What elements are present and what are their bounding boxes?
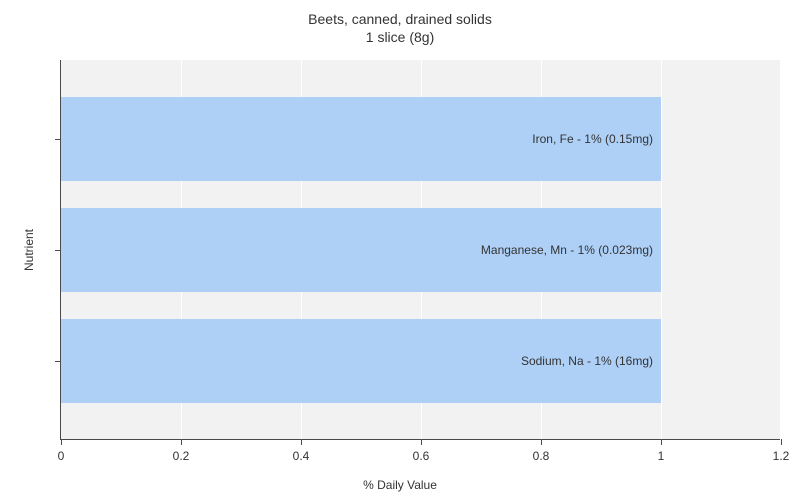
x-tick-label: 0.8 xyxy=(533,449,550,463)
chart-title-line2: 1 slice (8g) xyxy=(366,29,434,45)
x-tick xyxy=(541,439,542,445)
nutrient-bar: Manganese, Mn - 1% (0.023mg) xyxy=(61,208,661,292)
x-axis-label: % Daily Value xyxy=(0,478,800,492)
x-tick xyxy=(61,439,62,445)
x-tick-label: 1.2 xyxy=(773,449,790,463)
nutrient-bar: Iron, Fe - 1% (0.15mg) xyxy=(61,97,661,181)
nutrient-bar-label: Iron, Fe - 1% (0.15mg) xyxy=(532,132,653,146)
x-tick-label: 0.2 xyxy=(173,449,190,463)
nutrient-bar-chart: Beets, canned, drained solids 1 slice (8… xyxy=(0,0,800,500)
chart-title: Beets, canned, drained solids 1 slice (8… xyxy=(0,10,800,46)
nutrient-bar-label: Sodium, Na - 1% (16mg) xyxy=(521,354,653,368)
x-tick-label: 0.6 xyxy=(413,449,430,463)
chart-title-line1: Beets, canned, drained solids xyxy=(308,11,492,27)
x-tick xyxy=(181,439,182,445)
x-tick-label: 0 xyxy=(58,449,65,463)
x-tick xyxy=(781,439,782,445)
plot-area: 00.20.40.60.811.2Iron, Fe - 1% (0.15mg)M… xyxy=(60,60,780,440)
nutrient-bar-label: Manganese, Mn - 1% (0.023mg) xyxy=(481,243,653,257)
nutrient-bar: Sodium, Na - 1% (16mg) xyxy=(61,319,661,403)
x-tick-label: 1 xyxy=(658,449,665,463)
y-axis-label: Nutrient xyxy=(22,229,36,271)
gridline xyxy=(781,60,782,439)
x-tick-label: 0.4 xyxy=(293,449,310,463)
x-tick xyxy=(301,439,302,445)
x-tick xyxy=(661,439,662,445)
x-tick xyxy=(421,439,422,445)
gridline xyxy=(661,60,662,439)
